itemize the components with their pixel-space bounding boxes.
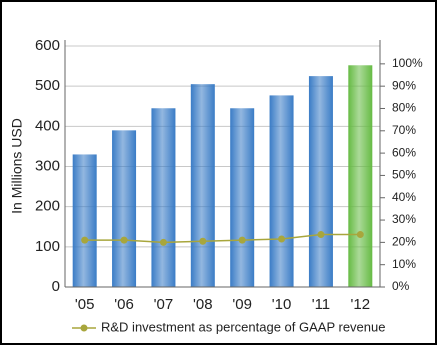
line-marker — [238, 236, 246, 244]
bar — [72, 154, 97, 287]
x-tick-label: '12 — [351, 296, 371, 313]
y-tick-label: 600 — [35, 37, 60, 54]
y-tick-label: 500 — [35, 77, 60, 94]
line-marker — [159, 238, 167, 246]
y2-tick-label: 30% — [392, 212, 416, 226]
y2-tick-label: 60% — [392, 145, 416, 159]
y2-tick-label: 90% — [392, 78, 416, 92]
x-tick-label: '05 — [75, 296, 95, 313]
line-marker — [120, 236, 128, 244]
x-tick-label: '08 — [193, 296, 213, 313]
x-tick-label: '11 — [312, 296, 330, 313]
y2-tick-label: 80% — [392, 101, 416, 115]
y2-tick-label: 0% — [392, 279, 410, 293]
bar — [269, 95, 294, 287]
x-tick-label: '10 — [272, 296, 292, 313]
y-tick-label: 100 — [35, 238, 60, 255]
legend-marker — [80, 324, 88, 332]
line-marker — [81, 236, 89, 244]
y-tick-label: 0 — [52, 278, 60, 295]
bar — [348, 65, 373, 287]
line — [84, 233, 361, 244]
legend-label: R&D investment as percentage of GAAP rev… — [101, 319, 385, 334]
x-tick-label: '09 — [232, 296, 252, 313]
y2-tick-label: 10% — [392, 257, 416, 271]
y2-tick-label: 100% — [392, 56, 423, 70]
x-tick-label: '07 — [154, 296, 174, 313]
y-tick-label: 200 — [35, 198, 60, 215]
y-axis-label: In Millions USD — [9, 118, 25, 214]
x-tick-label: '06 — [114, 296, 134, 313]
bar — [190, 84, 215, 288]
bar — [308, 76, 333, 287]
bar — [112, 130, 137, 287]
line-marker — [317, 231, 325, 239]
bar — [230, 108, 255, 287]
y-tick-label: 300 — [35, 157, 60, 174]
line-marker — [356, 231, 364, 239]
y2-tick-label: 50% — [392, 168, 416, 182]
line-marker — [278, 235, 286, 243]
y2-tick-label: 70% — [392, 123, 416, 137]
bar — [151, 108, 176, 287]
line-marker — [199, 237, 207, 245]
y2-tick-label: 40% — [392, 190, 416, 204]
y-tick-label: 400 — [35, 117, 60, 134]
y2-tick-label: 20% — [392, 235, 416, 249]
